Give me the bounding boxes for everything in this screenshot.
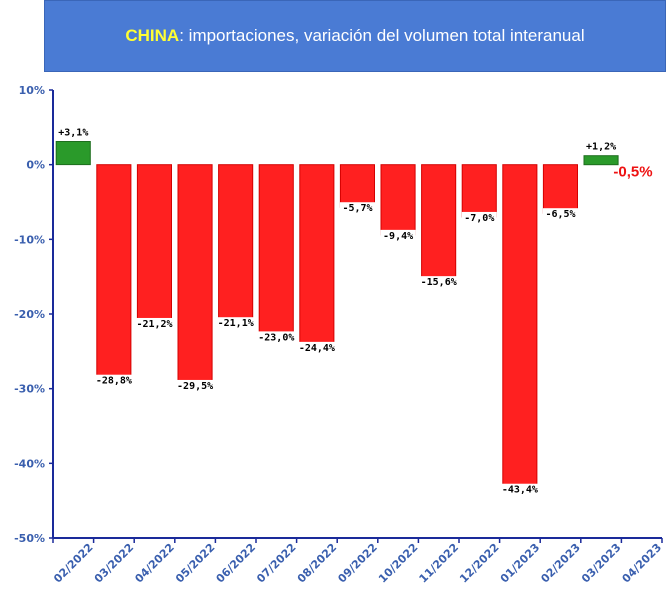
data-label-bg	[380, 229, 416, 242]
annotation-label: -0,5%	[613, 163, 652, 180]
chart-title: CHINA: importaciones, variación del volu…	[44, 0, 666, 72]
x-tick-label: 04/2023	[620, 541, 665, 586]
chart-title-country: CHINA	[125, 26, 180, 45]
bar-02/2022	[55, 141, 91, 166]
bar-03/2022	[96, 164, 132, 381]
y-tick-label: -20%	[14, 308, 45, 321]
bar-06/2022	[218, 164, 254, 323]
x-tick-label: 01/2023	[498, 541, 543, 586]
data-label: -5,7%	[342, 203, 372, 214]
data-label-bg	[133, 317, 176, 330]
data-label-bg	[55, 126, 91, 139]
y-tick-label: -50%	[14, 532, 45, 545]
bar-07/2022	[258, 164, 294, 337]
bar-01/2023	[502, 164, 538, 490]
data-label: -28,8%	[96, 376, 132, 387]
data-label-bg	[215, 317, 257, 330]
data-label: -9,4%	[383, 231, 413, 242]
bar-12/2022	[461, 164, 497, 218]
bar-05/2022	[177, 164, 213, 386]
bar-02/2023	[542, 164, 579, 214]
bar-10/2022	[380, 164, 416, 236]
x-tick-label: 06/2022	[214, 541, 259, 586]
x-tick-label: 02/2023	[538, 541, 583, 586]
y-tick-label: -10%	[14, 233, 45, 246]
data-label-bg	[93, 374, 135, 387]
data-label: +1,2%	[586, 142, 616, 153]
data-label-bg	[499, 483, 541, 496]
x-tick-label: 04/2022	[132, 541, 177, 586]
data-label: -23,0%	[258, 332, 294, 343]
data-label: -24,4%	[299, 343, 335, 354]
bars-group	[55, 141, 619, 490]
data-label: -6,5%	[545, 209, 575, 220]
data-label: -21,2%	[136, 319, 172, 330]
data-label-bg	[583, 140, 619, 153]
x-tick-label: 03/2023	[579, 541, 624, 586]
bar-03/2023	[583, 155, 619, 166]
data-label-bg	[461, 211, 497, 224]
x-tick-label: 09/2022	[335, 541, 380, 586]
data-label-bg	[543, 208, 578, 221]
y-tick-label: -30%	[14, 383, 45, 396]
x-tick-label: 02/2022	[51, 541, 96, 586]
x-tick-label: 05/2022	[173, 541, 218, 586]
y-tick-label: 10%	[19, 84, 45, 97]
data-label: -29,5%	[177, 381, 213, 392]
data-label-bg	[296, 341, 338, 354]
x-tick-label: 08/2022	[295, 541, 340, 586]
bar-09/2022	[339, 164, 375, 208]
bar-11/2022	[421, 164, 457, 282]
bar-04/2022	[136, 164, 172, 324]
data-label-bg	[340, 202, 375, 215]
data-label: -43,4%	[502, 485, 538, 496]
y-tick-label: 0%	[26, 159, 45, 172]
data-labels-group: +3,1% -28,8% -21,2% -29,5% -21,1% -23,0% -24,4…	[55, 126, 653, 496]
x-tick-label: 10/2022	[376, 541, 421, 586]
x-tick-label: 12/2022	[457, 541, 502, 586]
data-label: -21,1%	[218, 318, 254, 329]
data-label: -15,6%	[421, 277, 457, 288]
chart-title-text: : importaciones, variación del volumen t…	[179, 26, 585, 45]
data-label: -7,0%	[464, 213, 494, 224]
data-label-bg	[255, 331, 297, 344]
y-tick-label: -40%	[14, 457, 45, 470]
bar-08/2022	[299, 164, 335, 348]
data-label-bg	[418, 276, 460, 289]
x-tick-label: 03/2022	[92, 541, 137, 586]
data-label: +3,1%	[58, 128, 88, 139]
data-label-bg	[174, 379, 216, 392]
x-tick-label: 11/2022	[417, 541, 462, 586]
x-tick-label: 07/2022	[254, 541, 299, 586]
